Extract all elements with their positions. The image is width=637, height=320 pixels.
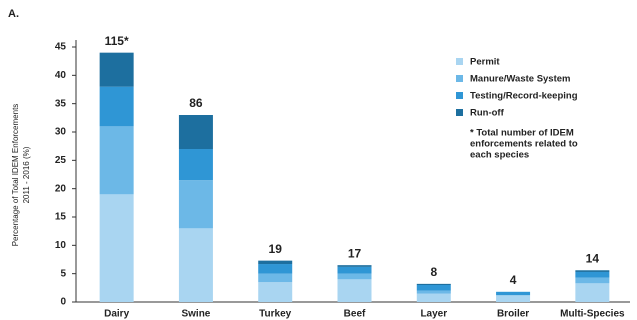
count-label: 14 xyxy=(586,251,600,265)
y-tick-label: 25 xyxy=(55,155,67,166)
count-label: 115* xyxy=(105,34,129,48)
bar-segment xyxy=(258,282,293,302)
y-tick-label: 45 xyxy=(55,42,67,53)
legend-swatch xyxy=(456,58,463,65)
y-tick-label: 20 xyxy=(55,183,67,194)
bar-segment xyxy=(575,271,610,278)
count-label: 17 xyxy=(348,246,362,260)
bar-segment xyxy=(496,295,531,302)
note: enforcements related to xyxy=(470,139,578,150)
x-tick-label: Beef xyxy=(344,309,366,320)
legend-swatch xyxy=(456,75,463,82)
y-tick-label: 40 xyxy=(55,70,67,81)
count-label: 19 xyxy=(269,242,283,256)
bar-segment xyxy=(178,228,213,302)
legend-label: Manure/Waste System xyxy=(470,74,571,85)
bar-segment xyxy=(337,273,372,280)
bar-segment xyxy=(337,266,372,274)
bar-segment xyxy=(258,273,293,283)
y-tick-label: 5 xyxy=(60,268,66,279)
legend-label: Testing/Record-keeping xyxy=(470,91,578,102)
bar-segment xyxy=(416,283,451,285)
y-axis-label: Percentage of Total IDEM Enforcements xyxy=(11,104,20,247)
bar-segment xyxy=(416,293,451,302)
bar-segment xyxy=(178,149,213,181)
x-tick-label: Dairy xyxy=(104,309,129,320)
bar-segment xyxy=(416,285,451,291)
x-tick-label: Turkey xyxy=(259,309,291,320)
bar-segment xyxy=(258,260,293,265)
y-tick-label: 0 xyxy=(60,297,66,308)
bar-segment xyxy=(178,115,213,149)
y-tick-label: 30 xyxy=(55,127,67,138)
bar-segment xyxy=(99,126,134,195)
bar-segment xyxy=(575,277,610,284)
bar-segment xyxy=(337,265,372,267)
bar-segment xyxy=(99,52,134,87)
y-axis-label: 2011 - 2016 (%) xyxy=(22,146,31,203)
legend-label: Run-off xyxy=(470,108,505,119)
bar-segment xyxy=(575,283,610,302)
count-label: 8 xyxy=(430,265,437,279)
bar-segment xyxy=(416,290,451,294)
bar-segment xyxy=(258,264,293,274)
bar-segment xyxy=(99,194,134,302)
y-tick-label: 35 xyxy=(55,98,67,109)
note: each species xyxy=(470,150,529,161)
note: * Total number of IDEM xyxy=(470,128,574,139)
x-tick-label: Broiler xyxy=(497,309,529,320)
bar-segment xyxy=(496,291,531,296)
bar-segment xyxy=(99,86,134,127)
legend-swatch xyxy=(456,109,463,116)
x-tick-label: Swine xyxy=(181,309,210,320)
legend-label: Permit xyxy=(470,57,500,68)
y-tick-label: 15 xyxy=(55,212,67,223)
legend-swatch xyxy=(456,92,463,99)
count-label: 86 xyxy=(189,96,203,110)
count-label: 4 xyxy=(510,273,517,287)
y-tick-label: 10 xyxy=(55,240,67,251)
bar-segment xyxy=(178,180,213,229)
bar-segment xyxy=(575,270,610,272)
x-tick-label: Multi-Species xyxy=(560,309,625,320)
x-tick-label: Layer xyxy=(420,309,447,320)
panel-label: A. xyxy=(8,8,19,20)
bar-segment xyxy=(337,279,372,302)
